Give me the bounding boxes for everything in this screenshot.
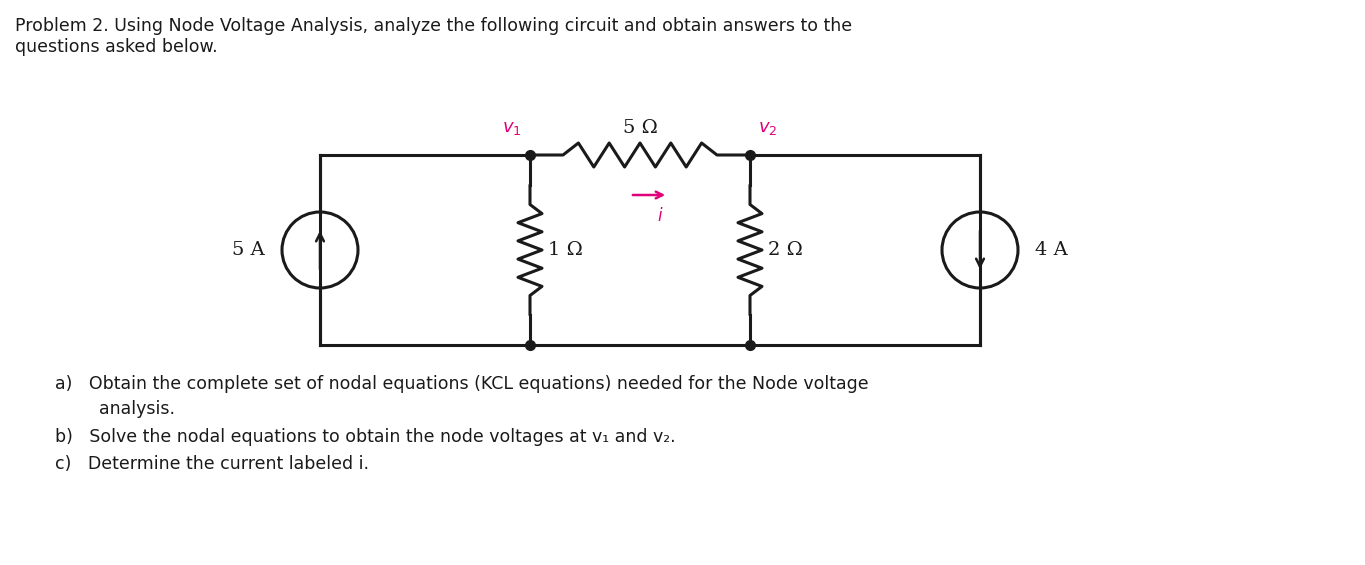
Text: 2 Ω: 2 Ω	[768, 241, 803, 259]
Text: a)   Obtain the complete set of nodal equations (KCL equations) needed for the N: a) Obtain the complete set of nodal equa…	[55, 375, 868, 393]
Text: $v_2$: $v_2$	[758, 119, 778, 137]
Text: analysis.: analysis.	[55, 400, 175, 418]
Text: $v_1$: $v_1$	[502, 119, 521, 137]
Text: questions asked below.: questions asked below.	[15, 38, 217, 56]
Text: 4 A: 4 A	[1035, 241, 1067, 259]
Text: c)   Determine the current labeled i.: c) Determine the current labeled i.	[55, 455, 369, 473]
Text: 1 Ω: 1 Ω	[547, 241, 583, 259]
Text: Problem 2. Using Node Voltage Analysis, analyze the following circuit and obtain: Problem 2. Using Node Voltage Analysis, …	[15, 17, 852, 35]
Text: 5 Ω: 5 Ω	[622, 119, 658, 137]
Text: b)   Solve the nodal equations to obtain the node voltages at v₁ and v₂.: b) Solve the nodal equations to obtain t…	[55, 428, 676, 446]
Text: $i$: $i$	[657, 207, 663, 225]
Text: 5 A: 5 A	[232, 241, 265, 259]
